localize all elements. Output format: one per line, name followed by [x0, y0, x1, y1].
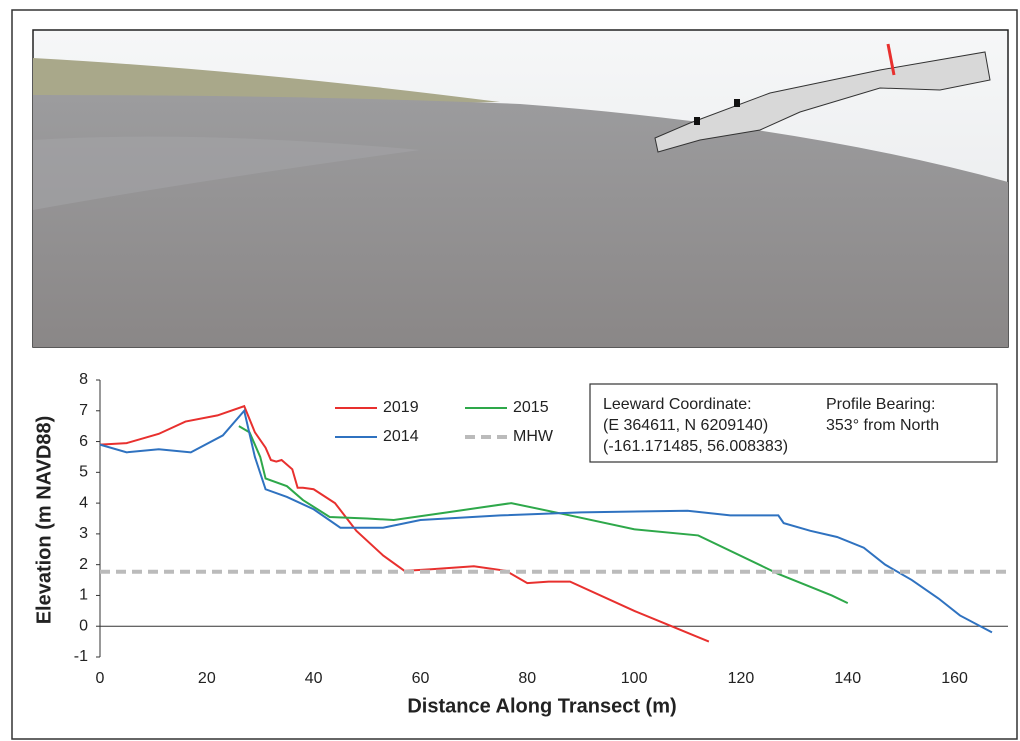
y-tick-label: 6	[79, 433, 88, 450]
y-tick-label: 2	[79, 556, 88, 573]
figure-border	[11, 9, 1018, 740]
y-tick-label: 4	[79, 494, 88, 511]
x-tick-label: 60	[412, 670, 430, 687]
x-tick-label: 100	[621, 670, 648, 687]
annotation-box	[589, 383, 998, 463]
y-tick-label: 1	[79, 587, 88, 604]
y-tick-label: 8	[79, 371, 88, 388]
x-tick-label: 80	[518, 670, 536, 687]
x-tick-label: 40	[305, 670, 323, 687]
legend-label: 2019	[383, 399, 419, 416]
x-tick-label: 20	[198, 670, 216, 687]
map-symbol	[734, 99, 740, 107]
x-tick-label: 160	[941, 670, 968, 687]
series-line	[99, 408, 993, 634]
annotation: (-161.171485, 56.008383)	[603, 438, 788, 455]
map-symbol	[694, 117, 700, 125]
transect-marker	[886, 43, 896, 76]
y-axis-label: Elevation (m NAVD88)	[33, 416, 55, 625]
annotation: Profile Bearing:	[826, 396, 935, 413]
legend-label: 2015	[513, 399, 549, 416]
y-tick-label: 0	[79, 617, 88, 634]
y-tick-label: -1	[74, 648, 88, 665]
x-tick-label: 0	[96, 670, 105, 687]
y-tick-label: 3	[79, 525, 88, 542]
inset-map	[654, 51, 991, 153]
photo	[32, 29, 1009, 348]
annotation: Leeward Coordinate:	[603, 396, 752, 413]
annotation: 353° from North	[826, 417, 939, 434]
y-tick-label: 5	[79, 464, 88, 481]
beach-shade	[33, 136, 420, 210]
x-tick-label: 120	[728, 670, 755, 687]
series-line	[99, 404, 710, 643]
series-line	[238, 425, 849, 605]
y-tick-label: 7	[79, 402, 88, 419]
x-axis-label: Distance Along Transect (m)	[407, 695, 676, 717]
annotation: (E 364611, N 6209140)	[603, 417, 768, 434]
legend-label: 2014	[383, 428, 419, 445]
x-tick-label: 140	[834, 670, 861, 687]
legend-label: MHW	[513, 428, 554, 445]
